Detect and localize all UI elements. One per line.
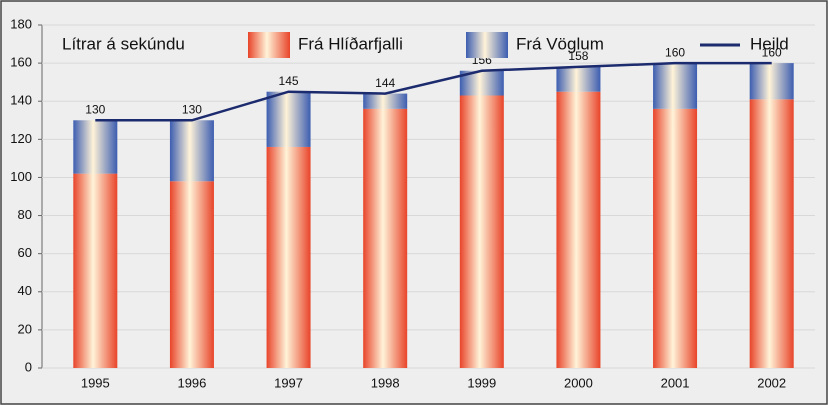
- y-tick-label: 0: [25, 359, 32, 374]
- y-tick-label: 100: [10, 169, 32, 184]
- data-label: 130: [85, 102, 105, 116]
- x-tick-label: 2002: [757, 375, 786, 390]
- legend-swatch: [248, 32, 290, 58]
- data-label: 130: [182, 102, 202, 116]
- legend-text: Heild: [750, 34, 789, 53]
- x-tick-label: 1996: [177, 375, 206, 390]
- y-tick-label: 120: [10, 131, 32, 146]
- bar-segment: [73, 173, 118, 368]
- data-label: 160: [762, 45, 782, 59]
- y-tick-label: 20: [18, 321, 32, 336]
- x-tick-label: 1999: [467, 375, 496, 390]
- x-tick-label: 2000: [564, 375, 593, 390]
- bar-segment: [556, 91, 601, 368]
- y-tick-label: 40: [18, 283, 32, 298]
- x-tick-label: 1998: [371, 375, 400, 390]
- data-label: 144: [375, 76, 395, 90]
- x-tick-label: 1995: [81, 375, 110, 390]
- bar-segment: [749, 63, 794, 100]
- data-label: 158: [568, 49, 588, 63]
- legend-text: Frá Hlíðarfjalli: [298, 34, 403, 53]
- bar-segment: [73, 120, 118, 174]
- legend-swatch: [466, 32, 508, 58]
- y-axis-label: Lítrar á sekúndu: [62, 34, 185, 53]
- bar-segment: [169, 120, 214, 182]
- bar-segment: [266, 91, 311, 147]
- data-label: 145: [279, 74, 299, 88]
- y-tick-label: 80: [18, 207, 32, 222]
- bar-segment: [459, 95, 504, 368]
- y-tick-label: 140: [10, 93, 32, 108]
- bar-segment: [653, 63, 698, 109]
- bar-segment: [363, 108, 408, 368]
- legend-text: Frá Vöglum: [516, 34, 604, 53]
- x-tick-label: 2001: [661, 375, 690, 390]
- y-tick-label: 60: [18, 245, 32, 260]
- bar-segment: [556, 66, 601, 92]
- data-label: 160: [665, 45, 685, 59]
- bar-segment: [749, 99, 794, 369]
- bar-segment: [266, 146, 311, 368]
- bar-segment: [363, 93, 408, 109]
- bar-segment: [653, 108, 698, 368]
- y-tick-label: 180: [10, 16, 32, 31]
- bar-segment: [169, 181, 214, 368]
- x-tick-label: 1997: [274, 375, 303, 390]
- line: [95, 61, 772, 122]
- y-tick-label: 160: [10, 55, 32, 70]
